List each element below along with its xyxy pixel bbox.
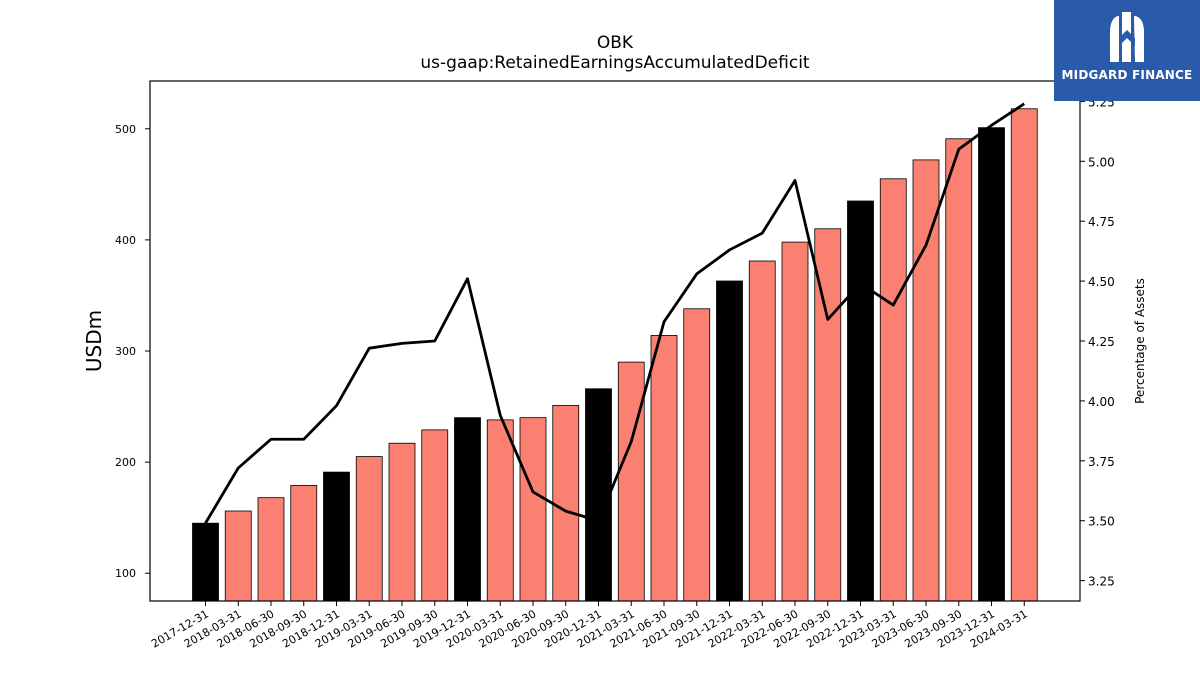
y-axis-left: 100 200 300 400 500	[115, 123, 150, 580]
bar-2021-06-30	[650, 335, 678, 602]
bar-2020-09-30	[552, 405, 580, 602]
y-left-tick-label: 500	[115, 123, 136, 136]
y-axis-right: 3.253.503.754.004.254.504.755.005.25	[1080, 95, 1115, 589]
chart-subtitle: us-gaap:RetainedEarningsAccumulatedDefic…	[420, 53, 810, 73]
bar-2022-09-30	[814, 228, 842, 602]
bar-2021-09-30	[683, 308, 711, 602]
y-axis-right-label: Percentage of Assets	[1133, 278, 1147, 404]
bar-2020-03-31	[486, 419, 514, 602]
bar-2022-06-30	[781, 241, 809, 602]
bar-2023-03-31	[879, 178, 907, 602]
bar-2018-09-30	[290, 485, 318, 602]
bar-2018-12-31	[323, 471, 350, 602]
y-right-tick-label: 4.00	[1088, 395, 1115, 409]
y-right-tick-label: 4.25	[1088, 335, 1115, 349]
y-right-tick-label: 4.50	[1088, 275, 1115, 289]
plot-frame	[149, 80, 1081, 602]
y-right-tick-label: 3.50	[1088, 515, 1115, 529]
bar-2021-03-31	[617, 361, 645, 602]
bar-2020-12-31	[585, 388, 612, 602]
bar-2023-12-31	[978, 127, 1005, 602]
line-series	[204, 102, 1026, 524]
y-right-tick-label: 3.75	[1088, 455, 1115, 469]
bar-2019-09-30	[421, 429, 449, 602]
bar-2023-09-30	[945, 138, 973, 602]
y-left-tick-label: 200	[115, 456, 136, 469]
y-left-tick-label: 300	[115, 345, 136, 358]
bar-2022-12-31	[847, 200, 874, 602]
bar-2020-06-30	[519, 417, 547, 602]
percentage-of-assets-line	[204, 102, 1026, 524]
bar-2017-12-31	[192, 522, 219, 602]
y-left-tick-label: 400	[115, 234, 136, 247]
y-right-tick-label: 4.75	[1088, 215, 1115, 229]
midgard-m-mark-icon	[1110, 12, 1144, 62]
x-axis: 2017-12-312018-03-312018-06-302018-09-30…	[149, 601, 1030, 651]
y-axis-left-label: USDm	[82, 310, 106, 372]
y-right-tick-label: 5.00	[1088, 155, 1115, 169]
chart-title: OBK	[597, 33, 634, 53]
bar-series	[192, 108, 1038, 602]
bar-2022-03-31	[748, 260, 776, 602]
brand-logo: MIDGARD FINANCE	[1054, 0, 1200, 101]
bar-2019-12-31	[454, 417, 481, 602]
bar-2024-03-31	[1010, 108, 1038, 602]
bar-2021-12-31	[716, 280, 743, 602]
bar-2023-06-30	[912, 159, 940, 602]
bar-2019-06-30	[388, 442, 416, 602]
brand-name: MIDGARD FINANCE	[1061, 68, 1193, 82]
bar-2018-06-30	[257, 497, 285, 602]
bar-2019-03-31	[355, 456, 383, 602]
bar-2018-03-31	[224, 510, 252, 602]
y-right-tick-label: 3.25	[1088, 575, 1115, 589]
y-left-tick-label: 100	[115, 567, 136, 580]
